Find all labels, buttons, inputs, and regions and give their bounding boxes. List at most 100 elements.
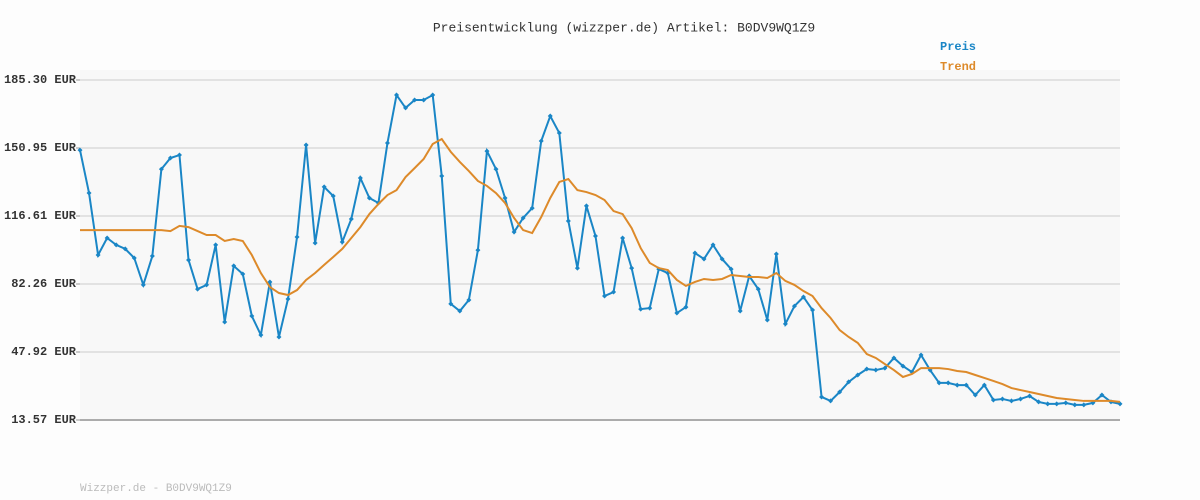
point-marker	[357, 175, 363, 181]
chart-title: Preisentwicklung (wizzper.de) Artikel: B…	[433, 20, 815, 35]
point-marker	[186, 257, 192, 263]
point-marker	[213, 242, 219, 248]
point-marker	[86, 190, 92, 196]
point-marker	[1018, 396, 1024, 402]
point-marker	[321, 184, 327, 190]
point-marker	[674, 310, 680, 316]
point-marker	[1008, 398, 1014, 404]
point-marker	[1036, 399, 1042, 405]
point-marker	[167, 155, 173, 161]
point-marker	[873, 367, 879, 373]
plot-area	[80, 70, 1120, 420]
point-marker	[394, 92, 400, 98]
point-marker	[403, 105, 409, 111]
point-marker	[249, 313, 255, 319]
point-marker	[638, 306, 644, 312]
point-marker	[1045, 401, 1051, 407]
point-marker	[683, 304, 689, 310]
point-marker	[999, 396, 1005, 402]
point-marker	[864, 366, 870, 372]
point-marker	[737, 308, 743, 314]
legend-label: Trend	[940, 60, 976, 74]
point-marker	[900, 363, 906, 369]
point-marker	[728, 266, 734, 272]
point-marker	[1081, 402, 1087, 408]
point-marker	[782, 321, 788, 327]
point-marker	[231, 263, 237, 269]
point-marker	[384, 140, 390, 146]
point-marker	[954, 382, 960, 388]
point-marker	[95, 252, 101, 258]
point-marker	[936, 380, 942, 386]
y-tick-label: 47.92 EUR	[11, 345, 77, 359]
point-marker	[1027, 393, 1033, 399]
point-marker	[800, 294, 806, 300]
point-marker	[195, 286, 201, 292]
point-marker	[520, 215, 526, 221]
point-marker	[990, 397, 996, 403]
point-marker	[502, 195, 508, 201]
point-marker	[493, 166, 499, 172]
point-marker	[240, 271, 246, 277]
y-tick-label: 13.57 EUR	[11, 413, 77, 427]
point-marker	[963, 382, 969, 388]
point-marker	[484, 148, 490, 154]
point-marker	[122, 246, 128, 252]
y-tick-label: 116.61 EUR	[4, 209, 77, 223]
point-marker	[755, 286, 761, 292]
point-marker	[565, 218, 571, 224]
point-marker	[846, 379, 852, 385]
point-marker	[692, 250, 698, 256]
point-marker	[1099, 392, 1105, 398]
point-marker	[1054, 401, 1060, 407]
point-marker	[547, 113, 553, 119]
point-marker	[701, 256, 707, 262]
point-marker	[1063, 400, 1069, 406]
y-tick-label: 185.30 EUR	[4, 73, 77, 87]
point-marker	[339, 239, 345, 245]
point-marker	[629, 265, 635, 271]
point-marker	[348, 216, 354, 222]
point-marker	[430, 92, 436, 98]
point-marker	[312, 240, 318, 246]
point-marker	[764, 317, 770, 323]
point-marker	[538, 138, 544, 144]
point-marker	[421, 97, 427, 103]
point-marker	[204, 282, 210, 288]
point-marker	[140, 282, 146, 288]
point-marker	[592, 233, 598, 239]
point-marker	[77, 147, 83, 153]
point-marker	[285, 296, 291, 302]
point-marker	[719, 256, 725, 262]
legend-label: Preis	[940, 40, 976, 54]
point-marker	[828, 398, 834, 404]
point-marker	[366, 195, 372, 201]
point-marker	[918, 352, 924, 358]
y-tick-label: 82.26 EUR	[11, 277, 77, 291]
footer: Wizzper.de - B0DV9WQ1Z9	[80, 483, 232, 495]
point-marker	[330, 193, 336, 199]
point-marker	[972, 392, 978, 398]
point-marker	[276, 334, 282, 340]
point-marker	[837, 389, 843, 395]
point-marker	[710, 242, 716, 248]
y-tick-label: 150.95 EUR	[4, 141, 77, 155]
point-marker	[602, 293, 608, 299]
point-marker	[882, 365, 888, 371]
point-marker	[158, 166, 164, 172]
point-marker	[1072, 402, 1078, 408]
point-marker	[176, 152, 182, 158]
point-marker	[647, 305, 653, 311]
point-marker	[810, 307, 816, 313]
point-marker	[412, 97, 418, 103]
point-marker	[611, 289, 617, 295]
point-marker	[294, 234, 300, 240]
point-marker	[773, 251, 779, 257]
point-marker	[448, 301, 454, 307]
point-marker	[457, 308, 463, 314]
point-marker	[267, 279, 273, 285]
series-line	[80, 137, 1121, 403]
point-marker	[222, 319, 228, 325]
point-marker	[303, 142, 309, 148]
point-marker	[131, 255, 137, 261]
